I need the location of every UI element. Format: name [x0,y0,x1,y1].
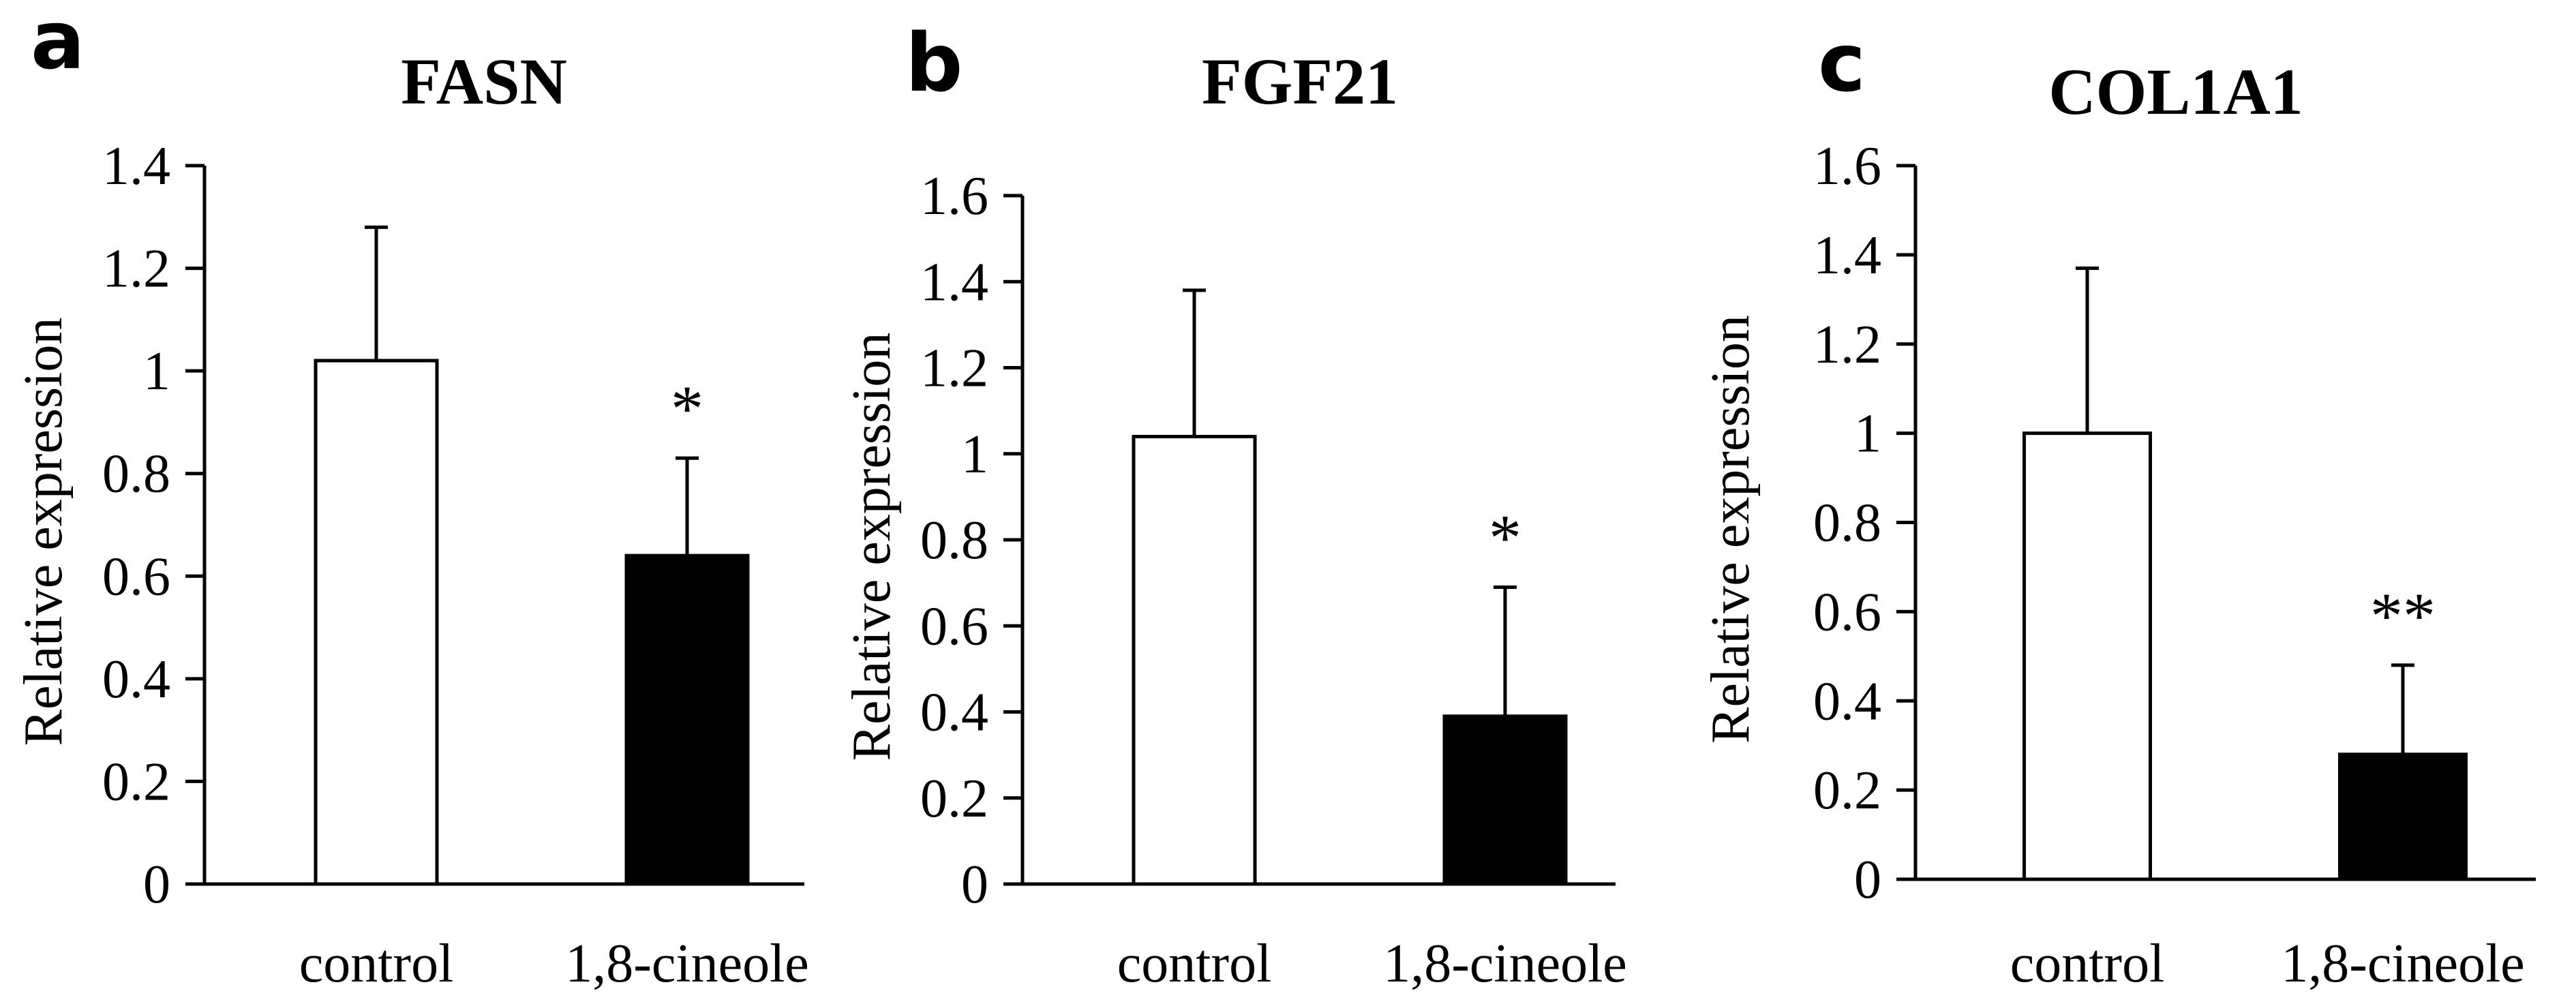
y-tick-label: 0 [1854,850,1881,910]
bar-treatment [624,553,750,886]
y-axis-label: Relative expression [14,318,74,746]
y-tick-label: 1.6 [920,166,988,226]
y-tick-label: 0.4 [102,650,170,710]
x-category-label: 1,8-cineole [2281,934,2525,994]
significance-label: ** [2370,579,2436,652]
y-tick-label: 0.6 [1813,582,1881,642]
y-tick-label: 1 [961,425,988,485]
bar-treatment [1442,714,1568,886]
x-category-label: control [299,934,454,994]
panel-b: b FGF21 0 0.2 0.4 0.6 0.8 1 1.2 1.4 1.6 Relative ex… [842,16,1627,994]
y-tick-label: 1 [1854,404,1881,464]
x-category-label: 1,8-cineole [565,934,809,994]
x-category-label: control [2010,934,2165,994]
y-tick-label: 1.2 [102,239,170,299]
x-category-label: control [1117,934,1272,994]
y-tick-label: 1.2 [920,339,988,399]
y-tick-label: 0.8 [920,511,988,571]
y-tick-label: 0.6 [102,547,170,607]
y-tick-label: 0.2 [920,769,988,829]
y-tick-label: 1.4 [102,136,170,196]
y-tick-label: 1 [143,341,170,401]
bar-control [2022,431,2152,881]
y-tick-label: 1.6 [1813,136,1881,196]
panel-letter: a [31,0,85,87]
y-tick-label: 1.2 [1813,315,1881,375]
panel-title: COL1A1 [2048,55,2303,128]
y-tick-label: 1.4 [1813,226,1881,286]
y-tick-label: 0.8 [102,444,170,504]
y-tick-label: 0 [143,855,170,915]
panel-letter: b [905,16,963,110]
x-category-label: 1,8-cineole [1383,934,1627,994]
significance-label: * [1489,501,1521,574]
panel-a: a FASN 0 0.2 0.4 0.6 0.8 1 1.2 1.4 Relative expres… [14,0,809,994]
y-tick-label: 0.4 [1813,671,1881,731]
y-tick-label: 0.4 [920,683,988,743]
y-axis-label: Relative expression [1701,315,1761,744]
y-tick-label: 0.8 [1813,493,1881,553]
bar-control [314,359,439,886]
panel-letter: c [1818,16,1866,110]
panel-title: FASN [401,45,567,118]
y-tick-label: 1.4 [920,252,988,312]
y-tick-label: 0 [961,855,988,915]
significance-label: * [671,372,703,445]
panel-c: c COL1A1 0 0.2 0.4 0.6 0.8 1 1.2 1.4 1.6 Relative e… [1701,16,2536,994]
bar-treatment [2338,752,2468,881]
panel-title: FGF21 [1202,45,1398,118]
y-tick-label: 0.2 [1813,761,1881,821]
bar-control [1132,435,1257,886]
y-tick-label: 0.6 [920,596,988,656]
y-axis-label: Relative expression [842,333,902,761]
y-tick-label: 0.2 [102,752,170,812]
